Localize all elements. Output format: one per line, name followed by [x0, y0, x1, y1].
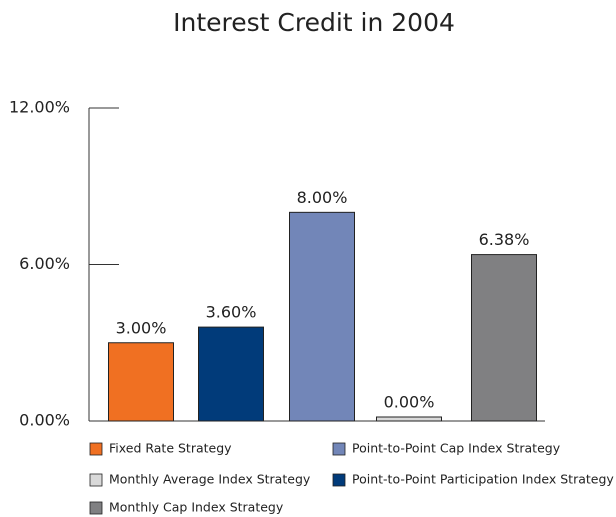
legend-swatch — [89, 442, 103, 456]
legend-label: Point-to-Point Participation Index Strat… — [352, 472, 614, 487]
value-label: 0.00% — [384, 393, 435, 412]
legend-label: Monthly Cap Index Strategy — [109, 500, 284, 515]
bar — [471, 254, 537, 422]
value-label: 3.60% — [206, 303, 257, 322]
chart-title: Interest Credit in 2004 — [173, 8, 455, 37]
legend-swatch — [89, 473, 103, 487]
bar — [289, 211, 355, 422]
bar — [108, 342, 174, 422]
legend-swatch — [332, 442, 346, 456]
y-tick-label: 0.00% — [19, 411, 70, 430]
bar — [198, 326, 264, 422]
y-tick-label: 6.00% — [19, 254, 70, 273]
y-tick-label: 12.00% — [9, 98, 70, 117]
legend-swatch — [332, 473, 346, 487]
bar — [376, 416, 442, 422]
value-label: 8.00% — [297, 188, 348, 207]
legend-label: Monthly Average Index Strategy — [109, 472, 311, 487]
legend-label: Fixed Rate Strategy — [109, 441, 232, 456]
value-label: 6.38% — [479, 230, 530, 249]
legend-swatch — [89, 501, 103, 515]
value-label: 3.00% — [116, 318, 167, 337]
legend-label: Point-to-Point Cap Index Strategy — [352, 441, 561, 456]
